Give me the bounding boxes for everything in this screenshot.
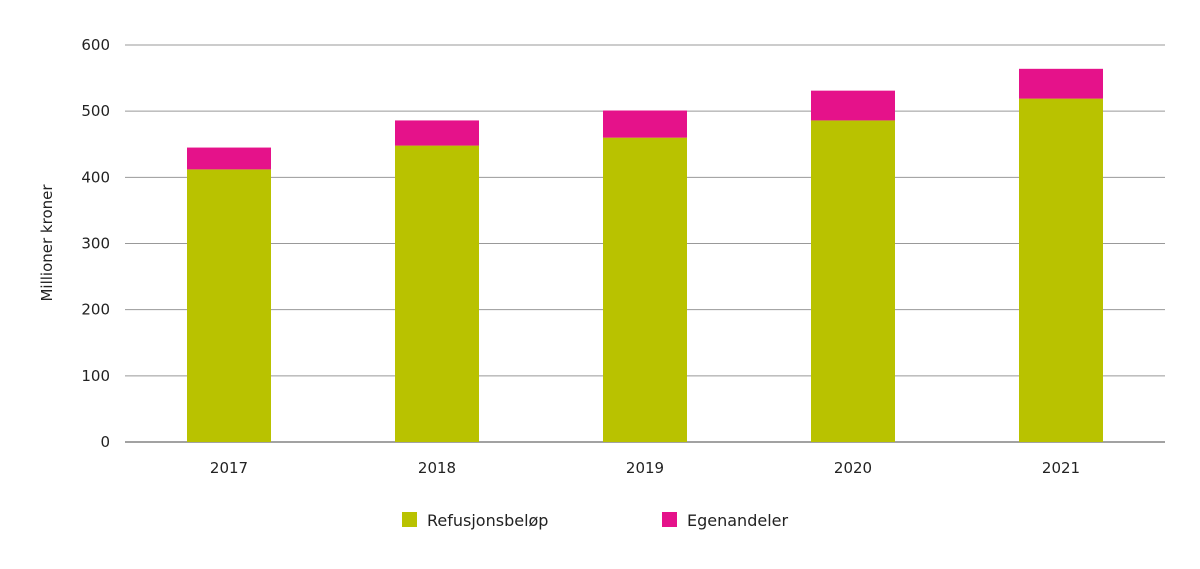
y-axis-label: Millioner kroner: [38, 184, 56, 302]
y-tick-label: 400: [81, 168, 110, 186]
bar-segment-refusjonsbelop: [603, 137, 687, 442]
bar-segment-refusjonsbelop: [395, 145, 479, 442]
legend-swatch: [402, 512, 417, 527]
x-tick-label: 2018: [418, 459, 456, 477]
y-tick-label: 100: [81, 367, 110, 385]
legend-label: Refusjonsbeløp: [427, 511, 548, 530]
legend-swatch: [662, 512, 677, 527]
y-tick-label: 600: [81, 36, 110, 54]
bar-segment-egenandeler: [1019, 68, 1103, 99]
x-tick-label: 2017: [210, 459, 248, 477]
x-tick-label: 2021: [1042, 459, 1080, 477]
bar-segment-egenandeler: [811, 90, 895, 121]
y-tick-label: 300: [81, 235, 110, 253]
bar-segment-egenandeler: [603, 110, 687, 138]
bar-segment-egenandeler: [187, 147, 271, 170]
y-tick-label: 0: [100, 433, 110, 451]
bar-segment-refusjonsbelop: [187, 169, 271, 443]
bar-segment-refusjonsbelop: [1019, 98, 1103, 442]
y-tick-label: 500: [81, 102, 110, 120]
bar-segment-egenandeler: [395, 120, 479, 146]
bar-segment-refusjonsbelop: [811, 120, 895, 443]
x-tick-label: 2019: [626, 459, 664, 477]
y-tick-label: 200: [81, 301, 110, 319]
x-tick-label: 2020: [834, 459, 872, 477]
legend-label: Egenandeler: [687, 511, 788, 530]
